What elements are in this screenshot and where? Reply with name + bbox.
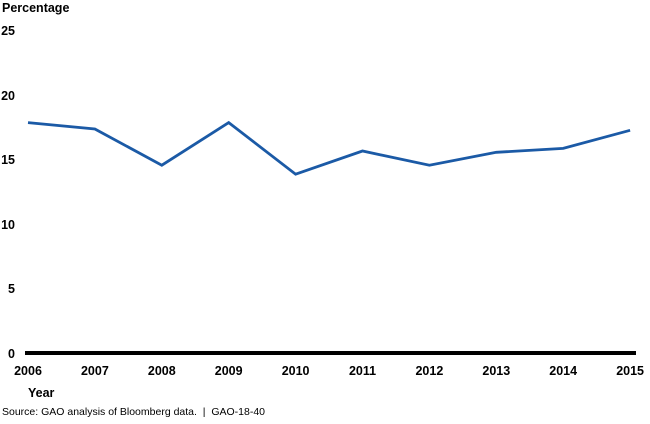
y-tick-label: 10 [1,217,15,232]
y-tick-label: 20 [1,88,15,103]
y-tick-label: 15 [1,153,15,167]
x-tick-label: 2013 [482,364,511,378]
x-tick-label: 2014 [549,364,578,378]
x-tick-label: 2011 [348,364,377,378]
x-tick-label: 2012 [415,364,444,378]
y-tick-label: 25 [1,24,15,38]
source-note: Source: GAO analysis of Bloomberg data. … [2,406,266,418]
x-tick-label: 2009 [214,364,243,378]
x-tick-label: 2007 [80,364,109,378]
x-tick-label: 2006 [14,364,42,378]
x-axis-title: Year [28,386,55,400]
y-axis-title: Percentage [2,1,70,15]
data-line-series [27,120,631,176]
x-axis-line [25,351,636,355]
y-tick-label: 0 [8,346,15,361]
y-tick-label: 5 [8,282,15,296]
x-tick-label: 2010 [281,364,310,378]
x-tick-label: 2015 [616,364,644,378]
x-tick-label: 2008 [147,364,176,378]
